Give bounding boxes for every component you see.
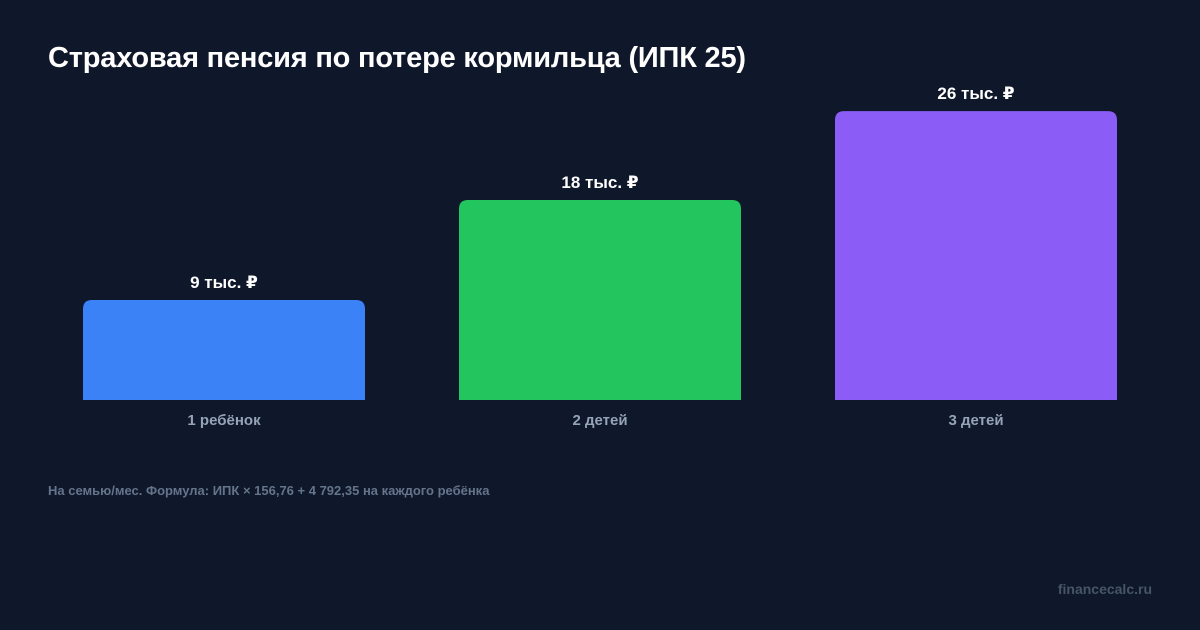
value-labels-group: 9 тыс. ₽ 18 тыс. ₽ 26 тыс. ₽ — [190, 84, 1015, 292]
value-label-1: 9 тыс. ₽ — [190, 273, 258, 292]
bar-1 — [83, 300, 365, 400]
value-label-3: 26 тыс. ₽ — [937, 84, 1014, 103]
category-label-1: 1 ребёнок — [187, 412, 261, 429]
bar-3 — [835, 111, 1117, 400]
bars-group — [83, 111, 1117, 400]
category-label-3: 3 детей — [948, 412, 1003, 429]
watermark: financecalc.ru — [1057, 581, 1152, 597]
category-label-2: 2 детей — [572, 412, 627, 429]
value-label-2: 18 тыс. ₽ — [561, 173, 638, 192]
category-labels-group: 1 ребёнок 2 детей 3 детей — [187, 412, 1003, 429]
chart-title: Страховая пенсия по потере кормильца (ИП… — [48, 42, 746, 74]
bar-2 — [459, 200, 741, 400]
footnote: На семью/мес. Формула: ИПК × 156,76 + 4 … — [48, 483, 490, 498]
